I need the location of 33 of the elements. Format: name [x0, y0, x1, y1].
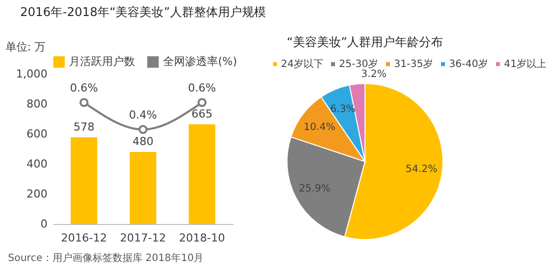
- chart-title: “美容美妆”人群用户年龄分布: [286, 35, 444, 49]
- x-tick-label: 2017-12: [120, 232, 166, 244]
- data-label: 54.2%: [406, 164, 438, 175]
- y-tick-label: 200: [26, 188, 48, 200]
- legend-label: 31-35岁: [394, 58, 434, 70]
- source-note: Source：用户画像标签数据库 2018年10月: [7, 252, 205, 263]
- y-tick-label: 0: [40, 218, 48, 230]
- legend-label: 25-30岁: [339, 58, 378, 70]
- data-label: 665: [192, 107, 213, 120]
- data-label: 480: [132, 135, 154, 148]
- bar: [188, 124, 216, 224]
- data-label: 3.2%: [361, 68, 387, 80]
- legend-label: 36-40岁: [449, 58, 488, 70]
- legend-label: 月活跃用户数: [69, 55, 135, 68]
- chart-title: 2016年-2018年“美容美妆”人群整体用户规模: [20, 5, 266, 19]
- data-label: 10.4%: [304, 122, 336, 134]
- y-axis-title: 单位: 万: [5, 40, 46, 54]
- bar: [130, 152, 156, 224]
- legend-label: 41岁以上: [504, 58, 546, 70]
- legend-label: 24岁以下: [281, 58, 324, 70]
- data-label: 0.6%: [70, 82, 98, 94]
- data-label: 0.4%: [129, 108, 157, 122]
- legend-label: 全网渗透率(%): [163, 55, 238, 68]
- y-tick-label: 800: [26, 98, 48, 110]
- bar: [70, 137, 98, 224]
- data-label: 0.6%: [188, 82, 216, 94]
- y-tick-label: 400: [26, 158, 48, 170]
- data-label: 578: [73, 120, 94, 134]
- x-tick-label: 2016-12: [61, 232, 107, 244]
- y-tick-label: 1,000: [16, 68, 48, 80]
- data-label: 25.9%: [298, 183, 331, 194]
- x-tick-label: 2018-10: [179, 232, 225, 244]
- y-tick-label: 600: [26, 128, 48, 140]
